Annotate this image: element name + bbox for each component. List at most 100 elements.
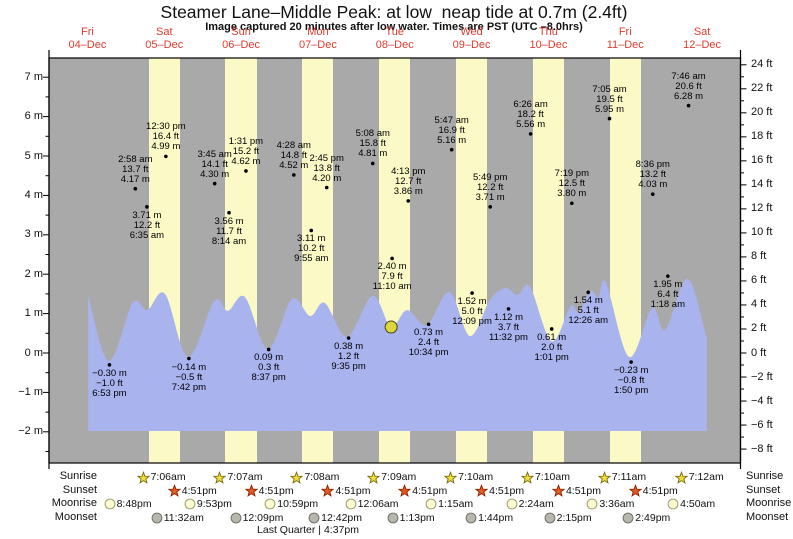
astro-row-label-left-sunrise: Sunrise: [59, 470, 97, 482]
astro-row-label-right-moonset: Moonset: [746, 510, 789, 523]
daylight-band: [225, 58, 257, 463]
tide-event-label: 5:49 pm 12.2 ft 3.71 m: [473, 171, 508, 203]
sunrise-star-icon: [136, 470, 150, 484]
moonrise-event: 8:48pm: [104, 497, 152, 511]
astro-time-label: 12:06am: [357, 498, 399, 510]
sunrise-star-icon: [444, 470, 458, 484]
tide-event-label: 7:46 am 20.6 ft 6.28 m: [671, 70, 706, 102]
y-tick-label-right: 18 ft: [751, 130, 773, 143]
sunset-event: 4:51pm: [551, 484, 601, 498]
y-tick-label-right: 4 ft: [751, 298, 767, 311]
astro-time-label: 2:15pm: [556, 511, 592, 524]
moonrise-event: 3:36am: [586, 497, 634, 511]
astro-time-label: 4:51pm: [412, 484, 448, 497]
moonset-event: 1:44pm: [465, 511, 513, 525]
y-tick-label-right: −2 ft: [751, 370, 773, 383]
tide-event-label: 1.52 m 5.0 ft 12:09 pm: [452, 296, 492, 328]
moonset-event: 11:32am: [151, 511, 204, 525]
astro-time-label: 4:50am: [680, 498, 716, 510]
y-tick-label-right: 20 ft: [751, 106, 773, 119]
tide-event-label: 3.11 m 10.2 ft 9:55 am: [294, 233, 329, 265]
y-tick-label-left: 3 m: [24, 228, 43, 241]
page-subtitle: Image captured 20 minutes after low wate…: [205, 21, 583, 33]
y-tick-label-right: 16 ft: [751, 154, 773, 167]
moonset-event: 2:49pm: [622, 511, 670, 525]
astro-time-label: 3:36am: [599, 498, 635, 510]
astro-time-label: 4:51pm: [642, 484, 678, 497]
moonset-circle-icon: [544, 512, 556, 523]
sunrise-star-icon: [213, 470, 227, 484]
sunrise-star-icon: [674, 470, 688, 484]
tide-event-label: 2.40 m 7.9 ft 11:10 am: [372, 261, 412, 293]
y-tick-label-left: 2 m: [24, 267, 43, 280]
astro-row-label-left-sunset: Sunset: [62, 483, 97, 496]
sunrise-star-icon: [597, 470, 611, 484]
astro-time-label: 4:51pm: [258, 484, 294, 497]
astro-time-label: 12:09pm: [242, 511, 284, 524]
sunrise-event: 7:10am: [444, 470, 493, 484]
tide-event-label: 0.61 m 2.0 ft 1:01 pm: [534, 331, 569, 363]
sunrise-event: 7:11am: [597, 470, 646, 484]
astro-row-label-left-moonrise: Moonrise: [51, 497, 97, 509]
day-label: Sat 05–Dec: [145, 26, 184, 51]
tide-event-label: 4:13 pm 12.7 ft 3.86 m: [391, 165, 426, 197]
tide-event-label: 2:45 pm 13.8 ft 4.20 m: [309, 152, 344, 184]
sunset-star-icon: [244, 484, 258, 497]
y-tick-label-right: −6 ft: [751, 418, 773, 431]
tide-event-label: 4:28 am 14.8 ft 4.52 m: [276, 139, 311, 171]
astro-row-label-right-sunset: Sunset: [746, 483, 781, 496]
day-label: Wed 09–Dec: [452, 26, 491, 51]
sunset-star-icon: [167, 484, 181, 497]
astro-time-label: 10:59pm: [277, 498, 319, 510]
moonrise-circle-icon: [345, 498, 357, 510]
astro-time-label: 4:51pm: [335, 484, 371, 497]
moonrise-circle-icon: [264, 498, 276, 510]
y-tick-label-left: −2 m: [18, 425, 43, 438]
tide-event-label: 0.38 m 1.2 ft 9:35 pm: [331, 341, 366, 373]
y-tick-label-right: 24 ft: [751, 58, 773, 71]
moonset-circle-icon: [387, 512, 399, 523]
moonrise-circle-icon: [425, 498, 437, 510]
moonrise-circle-icon: [506, 498, 518, 510]
astro-time-label: 8:48pm: [116, 498, 152, 510]
sunset-star-icon: [628, 484, 642, 497]
y-tick-label-right: 12 ft: [751, 202, 773, 215]
daylight-band: [148, 58, 180, 463]
moonrise-event: 12:06am: [345, 497, 399, 511]
moonrise-event: 10:59pm: [264, 497, 318, 511]
tide-event-label: 3.71 m 12.2 ft 6:35 am: [129, 209, 165, 241]
astro-time-label: 4:51pm: [181, 484, 217, 497]
tide-event-label: 1.95 m 6.4 ft 1:18 am: [650, 279, 685, 311]
astro-time-label: 7:07am: [227, 471, 263, 483]
sunset-star-icon: [475, 484, 489, 497]
astro-time-label: 7:10am: [534, 471, 570, 483]
day-label: Fri 11–Dec: [606, 26, 644, 51]
astro-time-label: 4:51pm: [489, 484, 525, 497]
y-tick-label-left: 7 m: [24, 70, 43, 83]
tide-event-label: 1.54 m 5.1 ft 12:26 am: [568, 295, 609, 327]
moonset-circle-icon: [308, 512, 320, 523]
astro-time-label: 1:44pm: [478, 511, 514, 524]
moonrise-circle-icon: [667, 498, 679, 510]
day-label: Sun 06–Dec: [222, 26, 261, 51]
tide-event-label: 6:26 am 18.2 ft 5.56 m: [513, 98, 548, 130]
y-tick-label-right: 0 ft: [751, 346, 767, 359]
moonset-circle-icon: [622, 512, 634, 523]
y-tick-label-right: 8 ft: [751, 250, 767, 263]
moonset-circle-icon: [151, 512, 163, 523]
day-label: Fri 04–Dec: [68, 26, 107, 51]
y-tick-label-right: 14 ft: [751, 178, 773, 191]
y-tick-label-right: −8 ft: [751, 442, 773, 455]
tide-event-label: 5:08 am 15.8 ft 4.81 m: [355, 128, 390, 160]
sunrise-star-icon: [520, 470, 534, 484]
moonrise-event: 9:53pm: [184, 497, 232, 511]
tide-event-label: 3:45 am 14.1 ft 4.30 m: [197, 148, 232, 180]
astro-time-label: 11:32am: [163, 511, 204, 524]
sunrise-event: 7:12am: [674, 470, 724, 484]
page-title: Steamer Lane–Middle Peak: at low neap ti…: [160, 2, 628, 22]
tide-event-label: 0.09 m 0.3 ft 8:37 pm: [251, 352, 286, 384]
tide-event-label: 0.73 m 2.4 ft 10:34 pm: [408, 327, 449, 359]
y-tick-label-left: 5 m: [24, 149, 43, 162]
moonrise-event: 4:50am: [667, 497, 715, 511]
